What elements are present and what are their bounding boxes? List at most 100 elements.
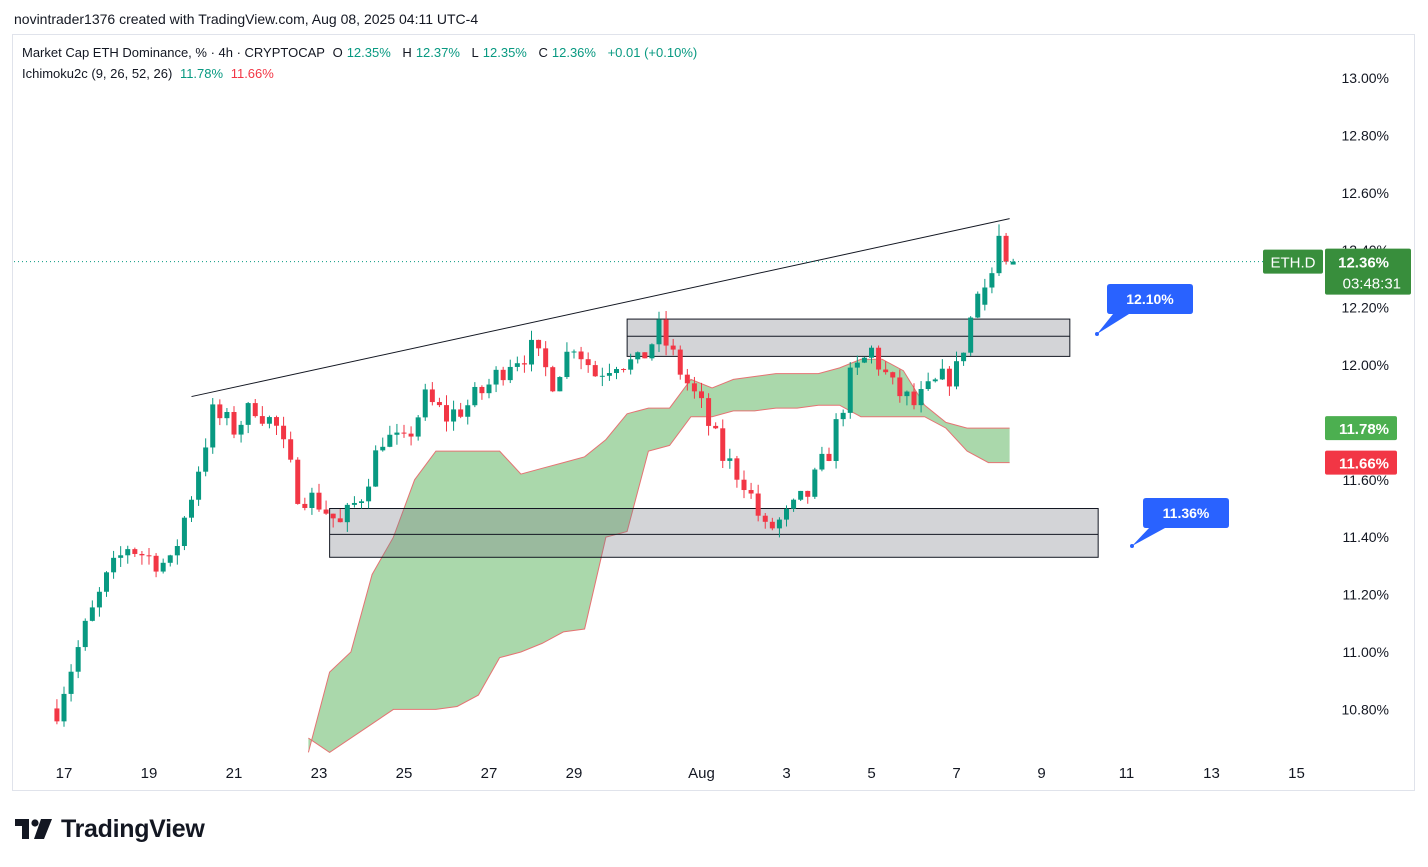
candle (592, 365, 598, 377)
candle (415, 417, 421, 437)
annotation-11-36-anchor (1130, 544, 1134, 548)
candle (840, 412, 846, 420)
current-price-value: 12.36% (1338, 255, 1389, 272)
chart-credit: novintrader1376 created with TradingView… (14, 11, 479, 27)
candle (791, 499, 797, 509)
candle (784, 508, 789, 520)
x-tick-label: 11 (1119, 765, 1135, 782)
candle (181, 517, 187, 547)
plot-area (14, 218, 1322, 754)
annotation-12-10-label: 12.10% (1126, 291, 1174, 307)
x-tick-label: 17 (56, 765, 73, 782)
candle (217, 404, 223, 419)
candle (677, 349, 683, 375)
candle (536, 339, 542, 349)
candle (309, 492, 315, 508)
candle (160, 562, 166, 572)
candle (252, 403, 258, 417)
candle (635, 352, 641, 360)
x-tick-label: 29 (566, 765, 583, 782)
symbol-title[interactable]: Market Cap ETH Dominance, % · 4h · CRYPT… (22, 45, 325, 60)
zone-box-2 (329, 508, 1099, 558)
candle (585, 359, 591, 366)
candle (394, 432, 400, 435)
candle (266, 417, 272, 424)
candle (458, 409, 464, 417)
candle (642, 352, 648, 359)
x-tick-label: 21 (226, 765, 243, 782)
x-tick-label: 25 (396, 765, 413, 782)
high-value: H 12.37% (402, 45, 460, 60)
candle (847, 367, 853, 413)
candle (189, 499, 194, 518)
x-tick-label: Aug (688, 765, 715, 782)
candle (663, 319, 669, 346)
annotation-12-10[interactable]: 12.10% (1095, 284, 1193, 336)
candle (196, 471, 202, 500)
candle (819, 453, 825, 470)
y-tick-label: 10.80% (1342, 701, 1389, 717)
candle (75, 647, 81, 672)
change-value: +0.01 (+0.10%) (607, 45, 698, 60)
y-tick-label: 12.20% (1342, 300, 1389, 316)
candle (259, 416, 265, 424)
candle (373, 450, 379, 487)
candle (918, 389, 924, 406)
y-tick-label: 11.20% (1343, 587, 1389, 603)
candle (231, 412, 237, 435)
candle (82, 620, 88, 648)
x-tick-label: 23 (311, 765, 328, 782)
candle (798, 490, 804, 500)
candle (741, 479, 747, 491)
candle (670, 345, 676, 350)
candle (295, 459, 301, 504)
tradingview-logo[interactable]: TradingView (15, 815, 205, 844)
candle (422, 389, 428, 418)
candle (337, 518, 343, 523)
candle (146, 555, 152, 557)
candle (465, 405, 471, 417)
trendline (191, 218, 1010, 398)
annotation-11-36[interactable]: 11.36% (1130, 498, 1229, 548)
candle (904, 391, 910, 397)
candle (826, 453, 832, 461)
bar-countdown: 03:48:31 (1343, 276, 1401, 293)
candle (444, 405, 449, 422)
candle (316, 492, 322, 510)
cloud-a-tag-label: 11.78% (1339, 421, 1389, 438)
cloud-b-tag-label: 11.66% (1339, 456, 1389, 473)
candle (869, 347, 874, 358)
x-tick-label: 27 (481, 765, 498, 782)
candle (812, 469, 818, 497)
candle (599, 375, 605, 377)
candle (543, 348, 549, 368)
candle (359, 501, 364, 503)
annotation-12-10-bubble (1097, 284, 1193, 334)
candle (805, 490, 811, 497)
candle (451, 409, 457, 422)
symbol-tag (1263, 249, 1323, 274)
candle (104, 572, 109, 592)
candle (656, 319, 662, 345)
candle (989, 273, 995, 288)
candle (720, 428, 726, 461)
candle (982, 287, 988, 305)
candle (493, 369, 499, 385)
candle (139, 553, 145, 556)
candle (125, 549, 131, 556)
cloud-span-a (307, 358, 1010, 753)
candle (472, 386, 478, 406)
candle (245, 403, 251, 425)
candle (961, 352, 967, 362)
indicator-legend: Ichimoku2c (9, 26, 52, 26) 11.78% 11.66% (22, 66, 278, 81)
candle (649, 344, 655, 359)
symbol-legend: Market Cap ETH Dominance, % · 4h · CRYPT… (22, 45, 701, 60)
y-tick-label: 12.80% (1342, 127, 1389, 143)
candle (755, 493, 761, 516)
indicator-title[interactable]: Ichimoku2c (9, 26, 52, 26) (22, 66, 173, 81)
candle (769, 521, 775, 529)
cloud-span-b (308, 404, 1010, 754)
tradingview-logo-icon (15, 818, 52, 839)
candle (968, 317, 974, 353)
